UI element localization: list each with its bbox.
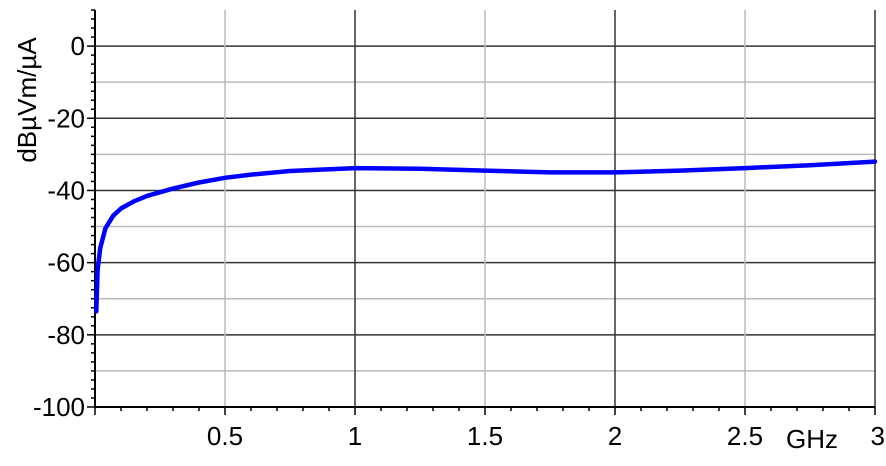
x-tick-label: 0.5 — [207, 421, 243, 451]
y-tick-label: 0 — [71, 31, 85, 61]
y-axis-label: dBµVm/µA — [12, 37, 42, 163]
x-tick-label: 2 — [608, 421, 622, 451]
grid — [95, 10, 876, 407]
x-tick-label: 2.5 — [727, 421, 763, 451]
y-tick-label: -40 — [47, 175, 85, 205]
x-tick-label: 3 — [871, 421, 885, 451]
x-axis-label: GHz — [786, 424, 838, 454]
y-tick-label: -60 — [47, 248, 85, 278]
x-tick-label: 1.5 — [467, 421, 503, 451]
y-tick-label: -20 — [47, 103, 85, 133]
series — [94, 159, 878, 314]
axes — [87, 9, 876, 415]
y-tick-label: -80 — [47, 320, 85, 350]
x-tick-label: 1 — [348, 421, 362, 451]
y-tick-label: -100 — [33, 392, 85, 422]
series-line — [94, 159, 878, 314]
tick-labels: 0 -20 -40 -60 -80 -100 0.5 1 1.5 2 2.5 3 — [33, 31, 885, 451]
